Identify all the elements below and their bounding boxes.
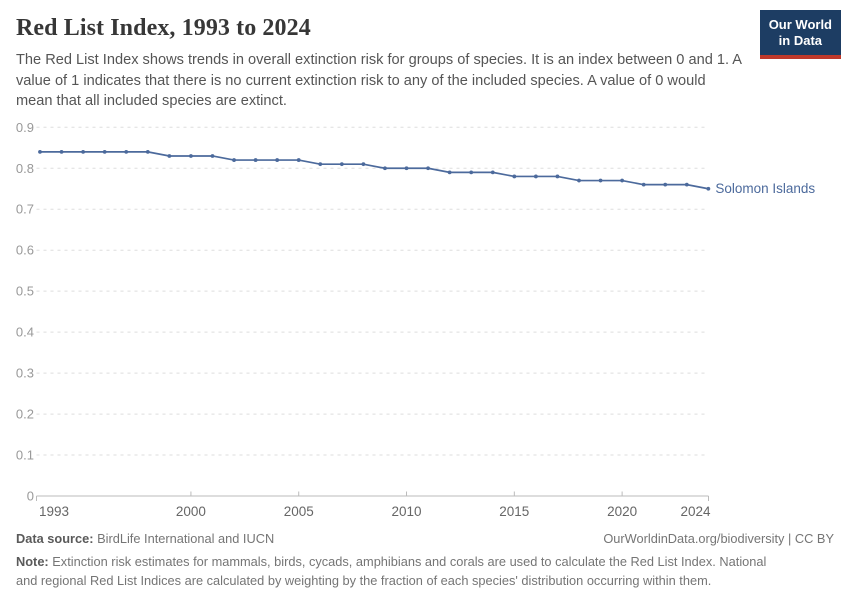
data-source-label: Data source: — [16, 531, 94, 546]
logo-line2: in Data — [778, 33, 823, 49]
x-tick-label: 2015 — [499, 504, 529, 519]
y-tick-label: 0.4 — [16, 325, 34, 340]
data-point — [339, 162, 344, 167]
data-point — [404, 166, 409, 171]
rights-link[interactable]: OurWorldinData.org/biodiversity | CC BY — [603, 531, 834, 546]
note-text: Extinction risk estimates for mammals, b… — [16, 554, 767, 588]
x-tick-label: 1993 — [39, 504, 69, 519]
data-point — [555, 174, 560, 179]
data-source: Data source: BirdLife International and … — [16, 531, 274, 546]
data-point — [490, 170, 495, 175]
logo-line1: Our World — [768, 17, 832, 32]
data-point — [232, 158, 236, 162]
y-tick-label: 0.2 — [16, 407, 34, 422]
series-end-label[interactable]: Solomon Islands — [715, 181, 815, 196]
x-tick-label: 2005 — [284, 504, 314, 519]
data-point — [253, 158, 258, 162]
data-point — [59, 149, 64, 154]
x-tick-label: 2020 — [607, 504, 637, 519]
data-source-text: BirdLife International and IUCN — [97, 531, 275, 546]
data-point — [275, 158, 280, 162]
x-tick-label: 2010 — [391, 504, 421, 519]
y-tick-label: 0 — [27, 489, 34, 504]
data-point — [684, 182, 689, 187]
data-point — [469, 170, 474, 175]
data-point — [318, 162, 323, 167]
data-point — [296, 158, 301, 162]
chart-title: Red List Index, 1993 to 2024 — [16, 15, 311, 41]
data-point — [167, 154, 172, 158]
y-tick-label: 0.7 — [16, 202, 34, 217]
data-point — [383, 166, 387, 171]
data-point — [81, 149, 86, 154]
data-point — [38, 149, 42, 154]
data-point — [189, 154, 193, 158]
data-point — [577, 178, 581, 183]
data-point — [124, 149, 129, 154]
y-tick-label: 0.1 — [16, 448, 34, 463]
data-point — [533, 174, 538, 179]
owid-logo[interactable]: Our World in Data — [759, 10, 841, 59]
y-tick-label: 0.8 — [16, 161, 34, 176]
data-point — [145, 149, 150, 154]
trend-line — [40, 151, 709, 190]
note-label: Note: — [16, 554, 49, 569]
x-tick-label: 2000 — [176, 504, 206, 519]
data-point — [706, 186, 711, 191]
data-point — [512, 174, 517, 179]
chart-footer: Data source: BirdLife International and … — [16, 531, 834, 590]
x-tick-label: 2024 — [680, 504, 711, 519]
chart-subtitle: The Red List Index shows trends in overa… — [16, 52, 742, 110]
data-point — [620, 178, 625, 183]
data-point — [598, 178, 603, 183]
data-point — [663, 182, 668, 187]
y-tick-label: 0.3 — [16, 366, 34, 381]
data-point — [102, 149, 107, 154]
y-tick-label: 0.9 — [16, 120, 34, 135]
chart-note: Note: Extinction risk estimates for mamm… — [16, 553, 791, 590]
data-point — [447, 170, 452, 175]
y-tick-label: 0.5 — [16, 284, 34, 299]
data-point — [641, 182, 646, 187]
data-point — [210, 154, 215, 158]
data-point — [361, 162, 366, 167]
data-point — [426, 166, 430, 171]
y-tick-label: 0.6 — [16, 243, 34, 258]
